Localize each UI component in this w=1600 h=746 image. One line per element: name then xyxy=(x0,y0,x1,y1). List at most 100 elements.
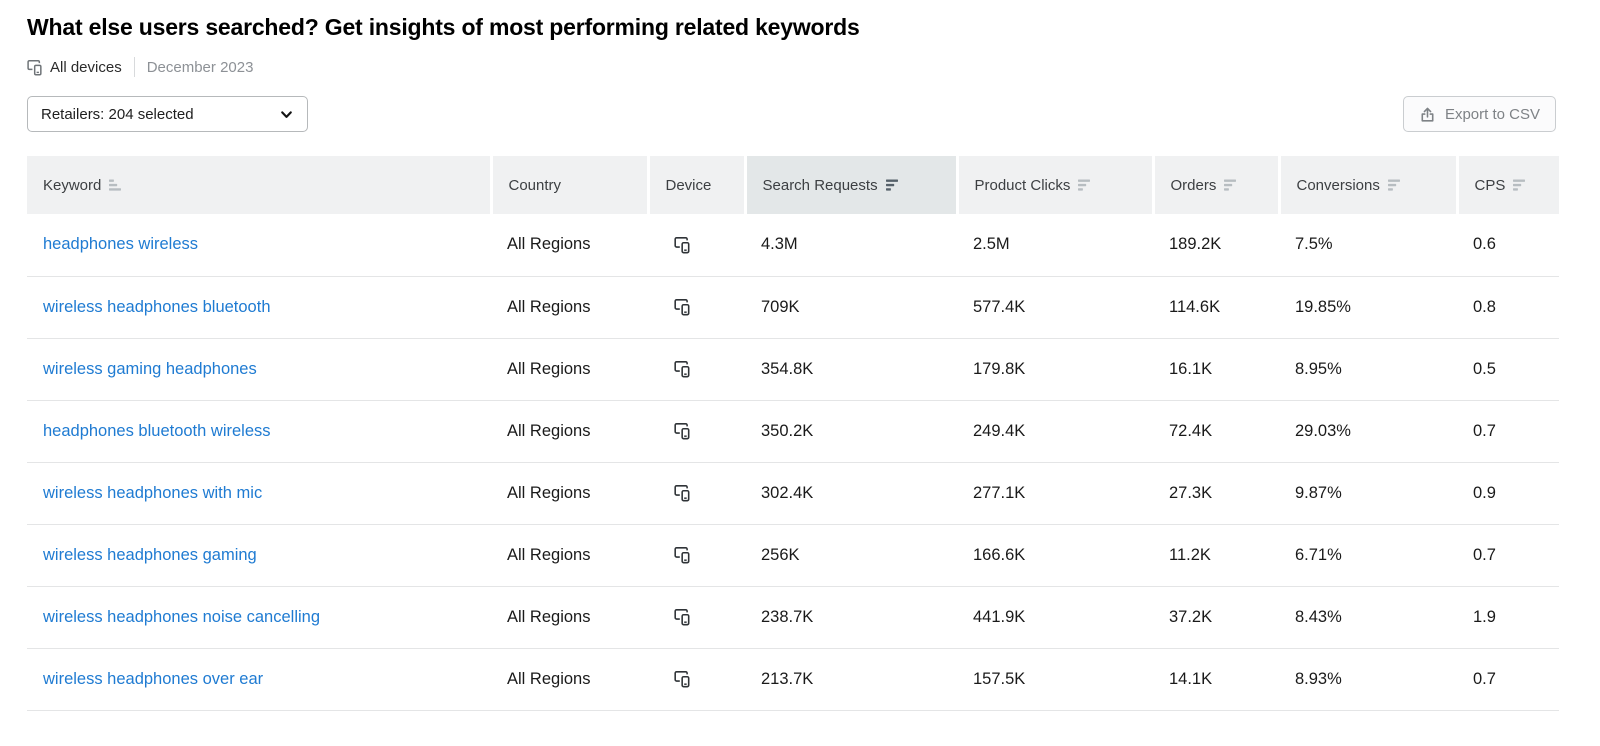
search-requests-cell: 709K xyxy=(745,276,957,339)
table-row: wireless headphones noise cancelling All… xyxy=(27,586,1559,649)
orders-cell: 27.3K xyxy=(1153,462,1279,525)
meta-divider xyxy=(133,57,135,77)
keyword-link[interactable]: wireless headphones bluetooth xyxy=(43,297,271,316)
table-header-row: Keyword Country Device Search Requests xyxy=(27,156,1559,214)
column-label: Search Requests xyxy=(762,176,878,194)
cps-cell: 0.7 xyxy=(1457,400,1559,463)
column-label: Conversions xyxy=(1296,176,1380,194)
product-clicks-cell: 157.5K xyxy=(957,648,1153,711)
orders-cell: 14.1K xyxy=(1153,648,1279,711)
all-devices-icon xyxy=(674,422,691,441)
country-cell: All Regions xyxy=(491,276,648,339)
cps-cell: 0.5 xyxy=(1457,338,1559,401)
column-label: Product Clicks xyxy=(974,176,1071,194)
column-label: Orders xyxy=(1170,176,1217,194)
cps-cell: 0.6 xyxy=(1457,214,1559,277)
sort-icon xyxy=(109,179,122,191)
orders-cell: 16.1K xyxy=(1153,338,1279,401)
table-row: wireless gaming headphones All Regions 3… xyxy=(27,338,1559,401)
all-devices-icon xyxy=(674,608,691,627)
sort-desc-icon xyxy=(885,179,898,191)
orders-cell: 189.2K xyxy=(1153,214,1279,277)
all-devices-icon xyxy=(674,670,691,689)
all-devices-icon xyxy=(674,546,691,565)
keyword-insights-page: What else users searched? Get insights o… xyxy=(27,14,1559,711)
column-header-conversions[interactable]: Conversions xyxy=(1277,156,1457,214)
table-row: wireless headphones over ear All Regions… xyxy=(27,648,1559,711)
table-row: wireless headphones with mic All Regions… xyxy=(27,462,1559,525)
product-clicks-cell: 249.4K xyxy=(957,400,1153,463)
column-header-keyword[interactable]: Keyword xyxy=(27,156,491,214)
column-header-country[interactable]: Country xyxy=(489,156,648,214)
product-clicks-cell: 2.5M xyxy=(957,214,1153,277)
conversions-cell: 7.5% xyxy=(1279,214,1457,277)
conversions-cell: 8.95% xyxy=(1279,338,1457,401)
product-clicks-cell: 577.4K xyxy=(957,276,1153,339)
table-row: headphones bluetooth wireless All Region… xyxy=(27,400,1559,463)
keyword-link[interactable]: wireless gaming headphones xyxy=(43,359,257,378)
cps-cell: 0.7 xyxy=(1457,648,1559,711)
column-header-product-clicks[interactable]: Product Clicks xyxy=(955,156,1153,214)
device-cell xyxy=(648,524,745,587)
column-header-cps[interactable]: CPS xyxy=(1455,156,1559,214)
search-requests-cell: 4.3M xyxy=(745,214,957,277)
column-header-search-requests[interactable]: Search Requests xyxy=(743,156,957,214)
all-devices-icon xyxy=(674,484,691,503)
all-devices-icon xyxy=(674,360,691,379)
search-requests-cell: 213.7K xyxy=(745,648,957,711)
export-button-label: Export to CSV xyxy=(1444,105,1540,123)
product-clicks-cell: 441.9K xyxy=(957,586,1153,649)
search-requests-cell: 350.2K xyxy=(745,400,957,463)
chevron-down-icon xyxy=(279,107,294,122)
country-cell: All Regions xyxy=(491,586,648,649)
table-row: headphones wireless All Regions 4.3M 2.5… xyxy=(27,214,1559,277)
search-requests-cell: 256K xyxy=(745,524,957,587)
keyword-link[interactable]: headphones bluetooth wireless xyxy=(43,421,271,440)
product-clicks-cell: 277.1K xyxy=(957,462,1153,525)
conversions-cell: 29.03% xyxy=(1279,400,1457,463)
cps-cell: 1.9 xyxy=(1457,586,1559,649)
device-cell xyxy=(648,338,745,401)
device-filter-label: All devices xyxy=(50,58,122,76)
column-label: Country xyxy=(508,176,562,194)
keyword-link[interactable]: wireless headphones with mic xyxy=(43,483,263,502)
orders-cell: 11.2K xyxy=(1153,524,1279,587)
country-cell: All Regions xyxy=(491,462,648,525)
period-label: December 2023 xyxy=(146,58,254,76)
country-cell: All Regions xyxy=(491,338,648,401)
conversions-cell: 6.71% xyxy=(1279,524,1457,587)
device-cell xyxy=(648,648,745,711)
country-cell: All Regions xyxy=(491,400,648,463)
cps-cell: 0.7 xyxy=(1457,524,1559,587)
all-devices-icon xyxy=(674,236,691,254)
cps-cell: 0.8 xyxy=(1457,276,1559,339)
conversions-cell: 8.43% xyxy=(1279,586,1457,649)
sort-icon xyxy=(1078,179,1091,191)
export-to-csv-button[interactable]: Export to CSV xyxy=(1402,96,1556,132)
column-label: Keyword xyxy=(43,176,102,194)
all-devices-icon xyxy=(27,58,43,76)
sort-icon xyxy=(1387,179,1400,191)
table-row: wireless headphones bluetooth All Region… xyxy=(27,276,1559,339)
sort-icon xyxy=(1224,179,1237,191)
keyword-link[interactable]: wireless headphones noise cancelling xyxy=(43,607,321,626)
conversions-cell: 8.93% xyxy=(1279,648,1457,711)
keyword-link[interactable]: wireless headphones gaming xyxy=(43,545,257,564)
country-cell: All Regions xyxy=(491,648,648,711)
keyword-link[interactable]: headphones wireless xyxy=(43,235,199,254)
retailers-dropdown[interactable]: Retailers: 204 selected xyxy=(27,96,308,132)
orders-cell: 114.6K xyxy=(1153,276,1279,339)
cps-cell: 0.9 xyxy=(1457,462,1559,525)
retailers-dropdown-value: Retailers: 204 selected xyxy=(41,105,194,123)
device-cell xyxy=(648,400,745,463)
page-title: What else users searched? Get insights o… xyxy=(27,14,860,40)
sort-icon xyxy=(1513,179,1526,191)
column-header-orders[interactable]: Orders xyxy=(1151,156,1279,214)
table-row: wireless headphones gaming All Regions 2… xyxy=(27,524,1559,587)
search-requests-cell: 354.8K xyxy=(745,338,957,401)
keyword-link[interactable]: wireless headphones over ear xyxy=(43,669,264,688)
orders-cell: 37.2K xyxy=(1153,586,1279,649)
device-cell xyxy=(648,214,745,277)
column-header-device[interactable]: Device xyxy=(646,156,745,214)
device-cell xyxy=(648,462,745,525)
